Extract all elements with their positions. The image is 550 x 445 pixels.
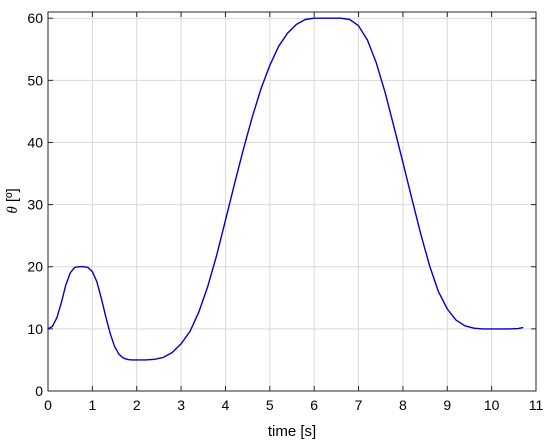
y-tick-label: 20	[27, 259, 43, 275]
y-tick-label: 10	[27, 321, 43, 337]
y-tick-label: 60	[27, 10, 43, 26]
x-tick-label: 3	[177, 397, 185, 413]
series-group	[47, 17, 524, 361]
x-tick-label: 4	[222, 397, 230, 413]
y-axis-label: θ [º]	[4, 188, 21, 213]
y-tick-label: 30	[27, 197, 43, 213]
grid-lines	[48, 12, 536, 391]
y-tick-label: 40	[27, 134, 43, 150]
x-tick-label: 10	[484, 397, 500, 413]
y-axis-symbol: θ	[5, 206, 21, 214]
x-tick-label: 5	[266, 397, 274, 413]
y-tick-label: 50	[27, 72, 43, 88]
x-tick-label: 2	[133, 397, 141, 413]
series-line	[47, 17, 524, 361]
x-tick-label: 11	[529, 397, 544, 413]
x-tick-label: 9	[443, 397, 451, 413]
x-tick-label: 8	[399, 397, 407, 413]
x-tick-label: 7	[355, 397, 363, 413]
x-axis-label: time [s]	[268, 423, 316, 440]
x-tick-label: 1	[88, 397, 96, 413]
tick-marks	[47, 12, 537, 392]
y-axis-unit: [º]	[4, 188, 21, 206]
y-tick-label: 0	[35, 383, 43, 399]
x-tick-label: 6	[310, 397, 318, 413]
x-tick-label: 0	[44, 397, 52, 413]
x-tick-labels: 0 1 2 3 4 5 6 7 8 9 10 11	[44, 397, 543, 413]
y-tick-labels: 0 10 20 30 40 50 60	[27, 10, 43, 399]
plot-frame	[47, 11, 537, 392]
